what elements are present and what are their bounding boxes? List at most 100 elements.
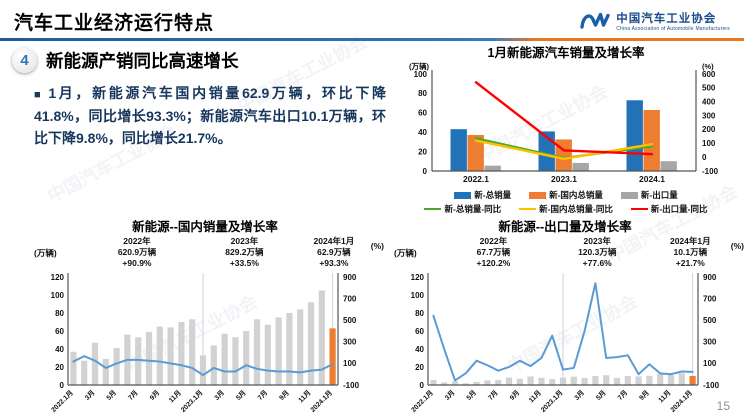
annotation-2024: 2024年1月 10.1万辆 +21.7% [670,236,711,269]
svg-text:(%): (%) [702,62,714,71]
svg-text:80: 80 [418,89,427,98]
svg-text:0: 0 [60,381,65,390]
legend-row: 新-总销量 新-国内总销量 新-出口量 [388,189,744,201]
annotation-period: 2022年 [479,236,508,246]
svg-text:300: 300 [343,338,357,347]
legend-label: 新-总销量 [474,190,512,200]
chart-title: 新能源--出口量及增长率 [498,220,632,234]
annotation-growth: +77.6% [582,258,612,269]
logo-org-name-en: China Association of Automobile Manufact… [616,26,730,32]
annotation-2024: 2024年1月 62.9万辆 +93.3% [314,236,355,269]
chart-title: 1月新能源汽车销量及增长率 [487,46,645,60]
svg-text:20: 20 [415,363,424,372]
legend-line-swatch-icon [630,207,648,211]
legend-item: 新-国内总销量 [529,189,603,201]
legend-item: 新-出口量 [620,189,678,201]
svg-text:0: 0 [423,167,428,176]
legend-item: 新-总销量-同比 [424,203,501,215]
annotation-period: 2023年 [230,236,259,246]
annotation-growth: +33.5% [229,258,259,269]
annotation-value: 120.3万辆 [578,247,617,258]
svg-text:(万辆): (万辆) [409,61,429,71]
svg-text:20: 20 [55,363,64,372]
svg-text:2024.1: 2024.1 [639,174,665,184]
svg-text:5月: 5月 [234,389,247,402]
legend-label: 新-总销量-同比 [444,204,502,214]
svg-text:400: 400 [702,98,716,107]
left-axis-unit: (万辆) [34,248,57,258]
svg-text:9月: 9月 [638,389,651,402]
svg-text:0: 0 [702,153,707,162]
svg-text:7月: 7月 [126,389,139,402]
svg-text:100: 100 [411,291,425,300]
annotation-2022: 2022年 67.7万辆 +120.2% [476,236,510,269]
legend-item: 新-总销量 [454,189,511,201]
svg-text:500: 500 [702,84,716,93]
svg-text:40: 40 [55,345,64,354]
svg-text:700: 700 [343,294,357,303]
slide-header: 汽车工业经济运行特点 中国汽车工业协会 China Association of… [0,0,744,38]
legend-line-swatch-icon [519,207,537,211]
legend-line-swatch-icon [424,207,442,211]
svg-text:11月: 11月 [527,389,543,405]
annotation-2023: 2023年 120.3万辆 +77.6% [578,236,616,269]
section-body-text: 1月，新能源汽车国内销量62.9万辆，环比下降41.8%，同比增长93.3%；新… [34,85,386,146]
svg-text:900: 900 [703,273,717,282]
svg-text:11月: 11月 [167,389,183,405]
svg-text:300: 300 [703,338,717,347]
svg-text:900: 900 [343,273,357,282]
svg-text:60: 60 [415,327,424,336]
svg-text:100: 100 [702,139,716,148]
section-body: ■ 1月，新能源汽车国内销量62.9万辆，环比下降41.8%，同比增长93.3%；… [34,82,386,149]
legend-row: 新-总销量-同比 新-国内总销量-同比 新-出口量-同比 [388,203,744,215]
svg-text:11月: 11月 [297,389,313,405]
svg-text:200: 200 [702,125,716,134]
svg-text:300: 300 [702,111,716,120]
annotation-period: 2024年1月 [313,236,355,246]
annotation-2022: 2022年 620.9万辆 +90.9% [118,236,156,269]
svg-text:-100: -100 [702,167,719,176]
caam-logo: 中国汽车工业协会 China Association of Automobile… [579,10,730,32]
legend-label: 新-国内总销量-同比 [539,204,613,214]
svg-text:2023.1月: 2023.1月 [539,389,564,414]
chart-domestic-sales-plot: 0 20 40 60 80 100 120 -100 100 300 500 700 900 2022.1… [50,273,360,414]
svg-text:3月: 3月 [443,389,456,402]
svg-text:2022.1月: 2022.1月 [410,389,435,414]
svg-text:100: 100 [343,359,357,368]
section-number-badge: 4 [12,48,37,73]
svg-text:7月: 7月 [256,389,269,402]
svg-text:600: 600 [702,70,716,79]
annotation-growth: +90.9% [122,258,152,269]
svg-text:20: 20 [418,147,427,156]
legend-item: 新-出口量-同比 [630,203,708,215]
svg-text:0: 0 [420,381,425,390]
chart-legend: 新-总销量 新-国内总销量 新-出口量新-总销量-同比 新-国内总销量-同比 新-出口量… [388,189,744,215]
svg-text:120: 120 [411,273,425,282]
svg-text:500: 500 [703,316,717,325]
chart-jan-nev-sales-plot: 2022.1 2023.1 2024.1 0 20 40 60 80 100 -100 0 100 20… [409,61,719,184]
legend-label: 新-国内总销量 [549,190,603,200]
legend-label: 新-出口量 [640,190,678,200]
chart-domestic-sales: 新能源--国内销量及增长率 (万辆) 2022年 620.9万辆 +90.9% … [26,216,384,418]
svg-text:100: 100 [51,291,65,300]
section-text-block: 4 新能源产销同比高速增长 ■ 1月，新能源汽车国内销量62.9万辆，环比下降41… [12,48,386,149]
svg-text:9月: 9月 [148,389,161,402]
annotation-value: 620.9万辆 [117,247,157,258]
right-axis-unit: (%) [370,241,384,251]
svg-text:9月: 9月 [508,389,521,402]
annotation-value: 829.2万辆 [225,247,264,258]
svg-text:2022.1: 2022.1 [463,174,489,184]
page-title: 汽车工业经济运行特点 [14,12,215,34]
svg-text:9月: 9月 [278,389,291,402]
svg-text:3月: 3月 [213,389,226,402]
chart-export-volume-plot: 0 20 40 60 80 100 120 -100 100 300 500 700 900 2022.1… [410,273,720,414]
svg-text:2023.1月: 2023.1月 [179,389,204,414]
svg-text:40: 40 [415,345,424,354]
chart-jan-nev-sales: 1月新能源汽车销量及增长率 2022.1 2023.1 2024.1 0 20 40 60 8… [388,42,744,215]
annotation-2023: 2023年 829.2万辆 +33.5% [225,236,263,269]
svg-text:40: 40 [418,128,427,137]
annotation-growth: +93.3% [319,258,349,269]
svg-text:5月: 5月 [105,389,118,402]
svg-text:7月: 7月 [486,389,499,402]
